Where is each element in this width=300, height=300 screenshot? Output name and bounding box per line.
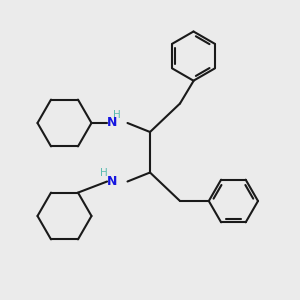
Text: H: H (112, 110, 120, 120)
Text: H: H (100, 168, 108, 178)
Text: N: N (107, 116, 118, 130)
Text: N: N (107, 175, 118, 188)
